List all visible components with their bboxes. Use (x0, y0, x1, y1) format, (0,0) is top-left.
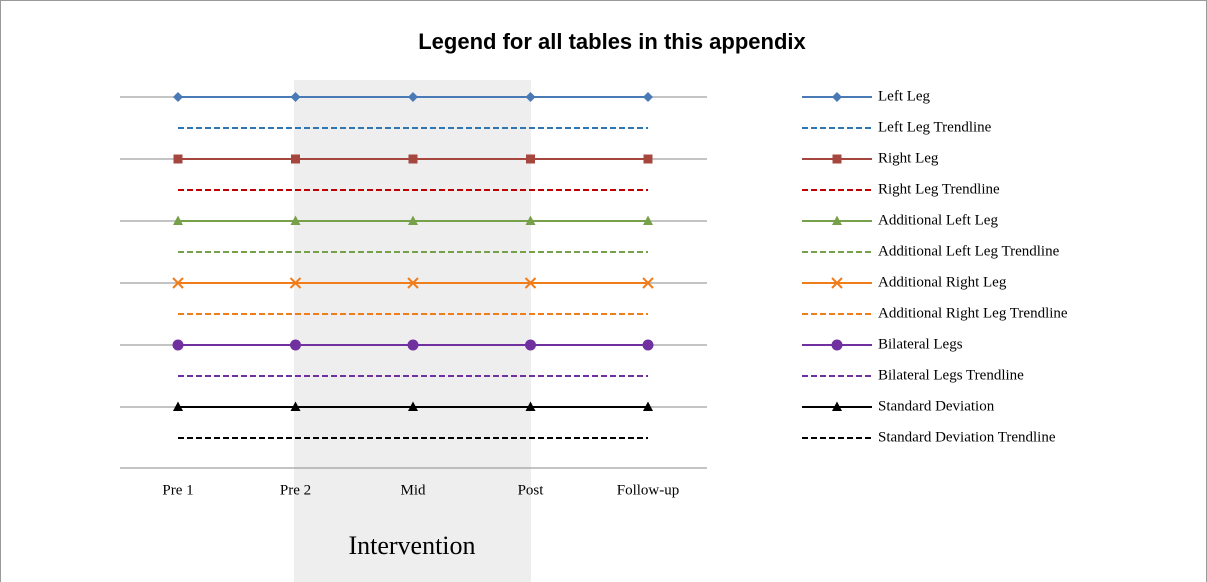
marker (172, 339, 184, 351)
legend-label: Bilateral Legs (878, 336, 963, 352)
annotation: Intervention (348, 531, 475, 560)
marker (643, 92, 653, 102)
marker (290, 215, 301, 225)
marker (173, 92, 183, 102)
marker (524, 277, 537, 289)
marker (408, 401, 418, 411)
legend-label: Additional Left Leg (878, 212, 998, 228)
marker (172, 277, 184, 289)
legend-label: Right Leg Trendline (878, 181, 1000, 197)
x-tick-label: Mid (400, 482, 426, 498)
marker (831, 277, 843, 289)
marker (526, 154, 535, 164)
marker (408, 215, 418, 225)
marker (289, 277, 302, 289)
legend-label: Right Leg (878, 150, 939, 166)
x-tick-label: Pre 1 (162, 482, 193, 498)
marker (643, 154, 653, 164)
marker (832, 401, 842, 411)
marker (525, 401, 536, 411)
marker (643, 215, 653, 225)
chart-title: Legend for all tables in this appendix (418, 29, 806, 54)
marker (642, 339, 654, 351)
legend-label: Left Leg (878, 88, 931, 104)
intervention-band (294, 80, 531, 582)
legend-label: Additional Right Leg (878, 274, 1007, 290)
marker (832, 92, 842, 102)
marker (407, 339, 419, 351)
marker (173, 215, 183, 225)
marker (290, 401, 301, 411)
marker (173, 154, 183, 164)
marker (407, 277, 419, 289)
marker (642, 277, 654, 289)
legend-label: Additional Left Leg Trendline (878, 243, 1060, 259)
marker (832, 154, 842, 164)
legend-label: Standard Deviation (878, 398, 995, 414)
legend-label: Standard Deviation Trendline (878, 429, 1056, 445)
x-tick-label: Post (518, 482, 545, 498)
marker (643, 401, 653, 411)
marker (291, 154, 300, 164)
legend-label: Bilateral Legs Trendline (878, 367, 1024, 383)
legend-label: Additional Right Leg Trendline (878, 305, 1068, 321)
marker (525, 92, 536, 102)
marker (525, 339, 536, 351)
x-tick-label: Follow-up (617, 482, 680, 498)
marker (831, 339, 843, 351)
marker (290, 92, 301, 102)
marker (173, 401, 183, 411)
marker (290, 339, 301, 351)
x-tick-label: Pre 2 (280, 482, 311, 498)
marker (832, 215, 842, 225)
legend-label: Left Leg Trendline (878, 119, 992, 135)
marker (408, 154, 418, 164)
marker (525, 215, 536, 225)
marker (408, 92, 418, 102)
